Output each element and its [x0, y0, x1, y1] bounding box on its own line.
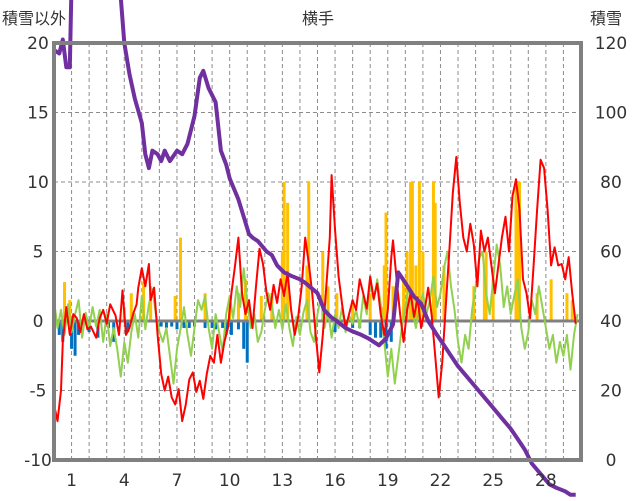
plot-frame [52, 41, 583, 462]
right-tick-label: 20 [600, 382, 622, 402]
sunshine-bar [242, 321, 246, 349]
sunshine-bar [379, 321, 383, 338]
sunshine-bar [373, 321, 377, 338]
x-tick-label: 19 [377, 471, 399, 491]
left-tick-label: 20 [27, 34, 49, 54]
precipitation-bar [442, 265, 446, 321]
precipitation-bar [282, 182, 286, 321]
x-tick-label: 4 [119, 471, 130, 491]
precipitation-bar [384, 212, 388, 321]
precipitation-bar [433, 202, 437, 321]
left-tick-label: 5 [33, 243, 44, 263]
left-tick-label: 15 [27, 104, 49, 124]
precipitation-bar [307, 182, 311, 321]
sunshine-bar [229, 321, 233, 335]
precipitation-bar [149, 286, 153, 321]
tick-labels: 20 15 10 5 0 -5 -10 120 100 80 60 40 20 0 1 4 7 10 13 16 19 2… [24, 34, 627, 491]
precipitation-bar [63, 282, 67, 321]
precipitation-bar [518, 182, 522, 321]
precipitation-bar [421, 251, 425, 321]
sunshine-bar [214, 321, 218, 330]
precipitation-bar [482, 265, 486, 321]
right-axis-title: 積雪 [590, 9, 622, 28]
x-tick-label: 22 [430, 471, 452, 491]
sunshine-bar [245, 321, 249, 363]
x-tick-label: 10 [219, 471, 241, 491]
right-tick-label: 120 [595, 34, 627, 54]
left-axis-title: 積雪以外 [2, 9, 66, 28]
sunshine-bar [236, 321, 240, 330]
sunshine-bar [182, 321, 186, 328]
right-tick-label: 0 [606, 451, 617, 471]
precipitation-bar [142, 282, 146, 321]
sunshine-bar [159, 321, 163, 327]
sunshine-bar [164, 321, 168, 328]
precipitation-bar [173, 295, 177, 321]
precipitation-bar [335, 293, 339, 321]
precipitation-bar [129, 293, 133, 321]
sunshine-bar [333, 321, 337, 333]
precipitation-bar [570, 300, 574, 321]
sunshine-bar [61, 321, 65, 342]
precipitation-bar [516, 209, 520, 321]
precipitation-bar [368, 293, 372, 321]
precipitation-bar [549, 279, 553, 321]
sunshine-bar [187, 321, 191, 328]
sunshine-bar [170, 321, 174, 327]
precipitation-bar [203, 293, 207, 321]
sunshine-bar [126, 321, 130, 333]
sunshine-bar [224, 321, 228, 335]
precipitation-bar [514, 182, 518, 321]
x-tick-label: 16 [324, 471, 346, 491]
precipitation-bar [414, 265, 418, 321]
right-tick-label: 100 [595, 104, 627, 124]
sunshine-bar [210, 321, 214, 328]
precipitation-bar [431, 182, 435, 321]
precipitation-bar [259, 295, 263, 321]
left-tick-label: 0 [33, 312, 44, 332]
precipitation-bar [286, 202, 290, 321]
right-tick-label: 40 [600, 312, 622, 332]
sunshine-bar [203, 321, 207, 328]
right-tick-label: 80 [600, 173, 622, 193]
precipitation-bar [243, 279, 247, 321]
precipitation-bar [410, 182, 414, 321]
left-tick-label: -5 [30, 382, 47, 402]
x-tick-label: 28 [535, 471, 557, 491]
precipitation-bar [351, 300, 355, 321]
x-tick-label: 7 [172, 471, 183, 491]
temperature-series-line [53, 156, 577, 423]
precipitation-bar [321, 251, 325, 321]
precipitation-bar [409, 182, 413, 321]
sunshine-bar [175, 321, 179, 330]
precipitation-bar [326, 286, 330, 321]
precipitation-bar [305, 265, 309, 321]
snow-depth-series-line [52, 0, 576, 497]
sunshine-bar [73, 321, 77, 356]
precipitation-bar [382, 265, 386, 321]
left-tick-label: -10 [24, 451, 52, 471]
precipitation-bar [565, 293, 569, 321]
sunshine-bar [57, 321, 61, 335]
precipitation-bar [178, 237, 182, 321]
chart-title: 横手 [302, 9, 334, 28]
sunshine-bar [368, 321, 372, 335]
x-tick-label: 13 [272, 471, 294, 491]
x-tick-label: 1 [66, 471, 77, 491]
precipitation-bar [417, 182, 421, 321]
sunshine-bar [221, 321, 225, 328]
precipitation-bar [491, 279, 495, 321]
left-tick-label: 10 [27, 173, 49, 193]
sunshine-bar [70, 321, 74, 349]
x-tick-label: 25 [482, 471, 504, 491]
grid-lines [54, 43, 581, 460]
line-series [52, 0, 581, 497]
precipitation-bar [402, 279, 406, 321]
precipitation-bar [236, 293, 240, 321]
right-tick-label: 60 [600, 243, 622, 263]
precipitation-bar [391, 286, 395, 321]
